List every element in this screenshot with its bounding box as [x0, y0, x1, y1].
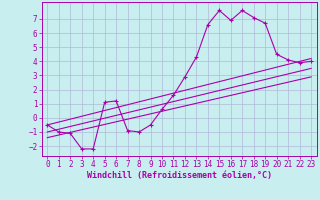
X-axis label: Windchill (Refroidissement éolien,°C): Windchill (Refroidissement éolien,°C): [87, 171, 272, 180]
